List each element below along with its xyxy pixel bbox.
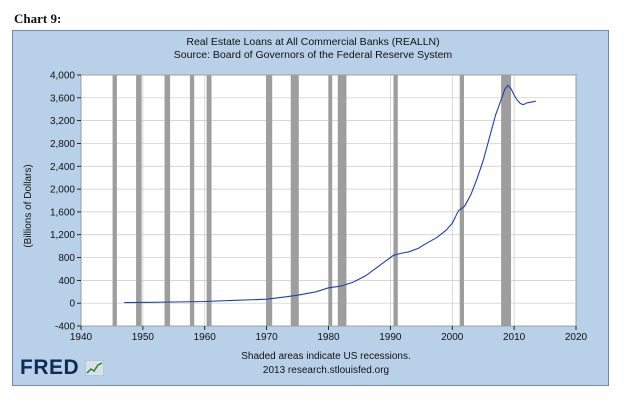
y-tick-label: 2,400	[50, 162, 75, 173]
recession-band	[189, 75, 195, 326]
x-tick-label: 1990	[379, 332, 402, 343]
recession-band	[266, 75, 273, 326]
line-layer	[124, 84, 536, 304]
recession-layer	[112, 75, 512, 326]
y-tick-label: 3,200	[50, 116, 75, 127]
recession-band	[337, 75, 347, 326]
y-tick-label: 3,600	[50, 93, 75, 104]
recession-band	[164, 75, 171, 326]
series-line	[124, 84, 536, 304]
x-tick-label: 1950	[132, 332, 155, 343]
recession-band	[393, 75, 398, 326]
x-tick-label: 1940	[70, 332, 93, 343]
y-tick-label: 2,000	[50, 185, 75, 196]
x-tick-label: 1980	[317, 332, 340, 343]
chart-title: Real Estate Loans at All Commercial Bank…	[186, 36, 439, 48]
y-tick-label: -400	[55, 322, 75, 333]
y-tick-label: 800	[58, 253, 75, 264]
chart-subtitle: Source: Board of Governors of the Federa…	[174, 49, 453, 61]
x-tick-label: 1960	[194, 332, 217, 343]
y-tick-label: 2,800	[50, 139, 75, 150]
x-tick-label: 2020	[565, 332, 588, 343]
x-tick-label: 2010	[503, 332, 526, 343]
y-axis-label: (Billions of Dollars)	[23, 164, 34, 247]
recession-band	[459, 75, 465, 326]
y-tick-label: 0	[69, 299, 75, 310]
source-url: 2013 research.stlouisfed.org	[263, 365, 389, 376]
recession-band	[136, 75, 142, 326]
chart-frame: -400 0 400 800 1,200 1,600 2,000 2,400 2,800 3,20…	[12, 30, 609, 386]
y-tick-label: 1,200	[50, 230, 75, 241]
x-tick-label: 1970	[256, 332, 279, 343]
y-tick-label: 4,000	[50, 71, 75, 82]
tick-layer: -400 0 400 800 1,200 1,600 2,000 2,400 2,800 3,20…	[50, 71, 588, 344]
recession-band	[290, 75, 299, 326]
recession-note: Shaded areas indicate US recessions.	[241, 351, 411, 362]
chart-heading: Chart 9:	[14, 11, 62, 26]
recession-band	[206, 75, 212, 326]
fred-logo: FRED	[20, 356, 80, 379]
fred-chart-icon	[85, 360, 104, 376]
recession-band	[328, 75, 333, 326]
x-tick-label: 2000	[441, 332, 464, 343]
chart-svg: -400 0 400 800 1,200 1,600 2,000 2,400 2,800 3,20…	[23, 36, 588, 376]
y-tick-label: 1,600	[50, 207, 75, 218]
recession-band	[501, 75, 512, 326]
y-tick-label: 400	[58, 276, 75, 287]
recession-band	[112, 75, 117, 326]
